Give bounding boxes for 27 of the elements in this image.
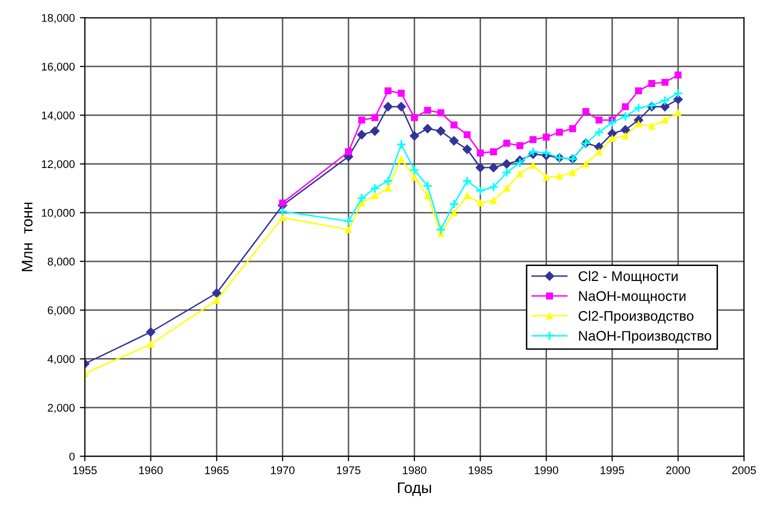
x-tick-label: 1985: [468, 466, 492, 474]
y-tick-label: 10,000: [42, 208, 75, 218]
x-tick-label: 1980: [402, 466, 426, 474]
legend-label: Cl2-Производство: [578, 310, 694, 324]
y-tick-label: 8,000: [48, 258, 75, 267]
y-tick-label: 4,000: [48, 355, 75, 364]
x-tick-label: 1955: [73, 466, 97, 474]
x-tick-label: 1970: [271, 466, 294, 474]
legend-label: NaOH-Производство: [579, 330, 712, 344]
y-tick-label: 12,000: [42, 160, 75, 170]
legend-label: NaOH-мощности: [579, 291, 686, 304]
x-tick-label: 2000: [666, 466, 690, 474]
y-axis-title: Млн тонн: [22, 202, 33, 272]
y-tick-label: 2,000: [48, 404, 75, 414]
x-tick-label: 2005: [732, 466, 756, 474]
x-tick-label: 1995: [600, 466, 624, 474]
y-tick-label: 0: [69, 452, 75, 460]
y-tick-label: 16,000: [42, 62, 75, 72]
y-tick-label: 18,000: [42, 14, 75, 24]
x-tick-label: 1975: [336, 466, 360, 474]
y-tick-label: 6,000: [48, 306, 75, 316]
y-tick-label: 14,000: [42, 111, 75, 121]
x-tick-label: 1965: [205, 466, 229, 474]
legend-label: Cl2 - Мощности: [578, 270, 678, 284]
x-tick-label: 1960: [139, 466, 163, 474]
x-tick-label: 1990: [534, 466, 558, 474]
x-axis-title: Годы: [398, 482, 431, 496]
